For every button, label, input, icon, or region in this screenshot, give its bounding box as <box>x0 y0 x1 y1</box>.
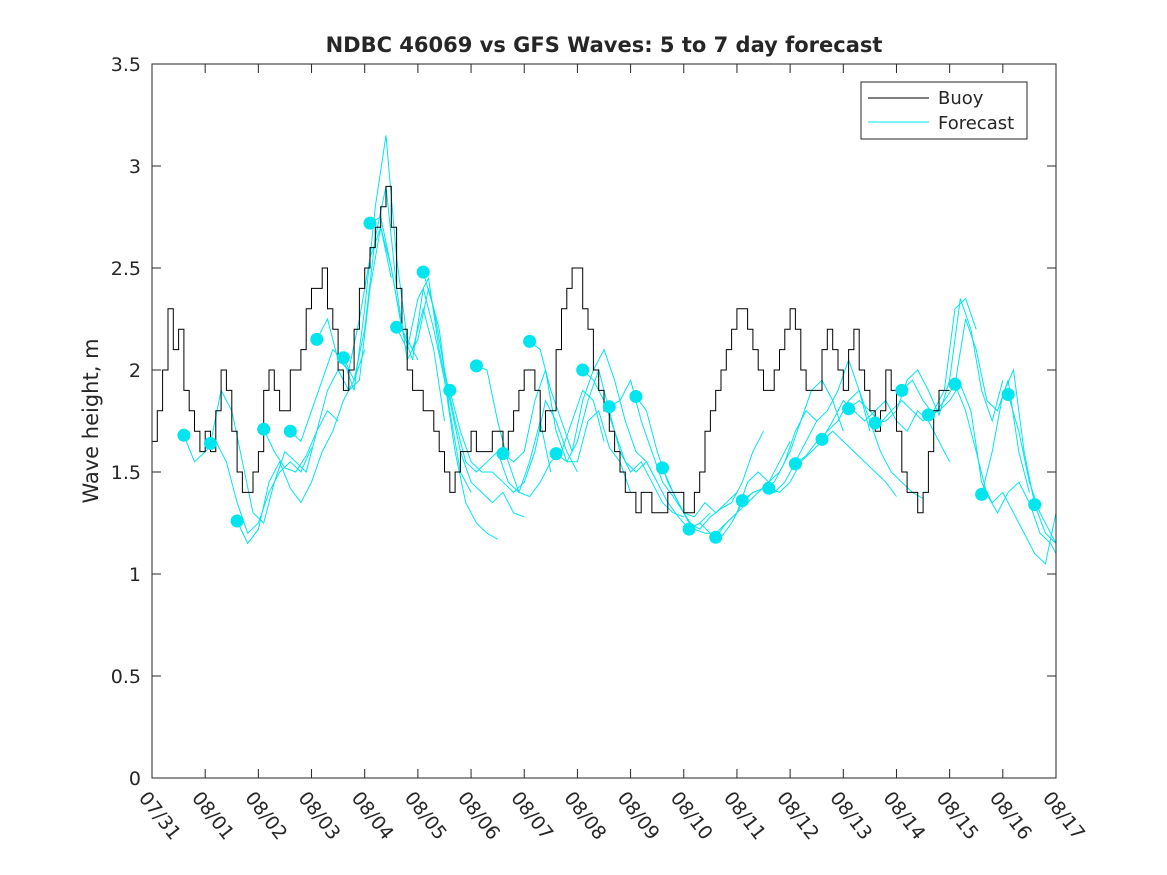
forecast-marker <box>1001 388 1015 401</box>
forecast-marker <box>443 383 457 397</box>
forecast-marker <box>283 424 297 438</box>
forecast-marker <box>576 363 590 377</box>
forecast-line-11 <box>449 390 578 494</box>
forecast-line-3 <box>236 349 366 545</box>
forecast-marker <box>1028 498 1042 512</box>
axes-box <box>151 63 1057 779</box>
y-axis-tick-labels: 0 0.5 1 1.5 2 2.5 3 3.5 <box>111 54 141 790</box>
legend-box <box>860 81 1028 140</box>
forecast-marker <box>336 351 350 365</box>
forecast-marker <box>230 514 244 528</box>
forecast-marker <box>390 320 404 334</box>
forecast-marker <box>496 447 510 461</box>
y-tick-label: 0 <box>129 768 141 790</box>
forecast-marker <box>363 216 377 230</box>
y-tick-label: 3 <box>129 156 141 178</box>
forecast-markers <box>177 216 1042 544</box>
data-layer <box>152 135 1057 565</box>
forecast-marker <box>948 377 962 391</box>
legend-forecast-label: Forecast <box>938 113 1014 134</box>
forecast-line-8 <box>369 216 498 540</box>
forecast-marker <box>656 461 669 475</box>
legend-buoy-label: Buoy <box>938 88 984 109</box>
forecast-marker <box>310 332 324 346</box>
y-tick-label: 2.5 <box>111 258 141 280</box>
y-tick-label: 1 <box>129 564 141 586</box>
forecast-line-18 <box>635 396 764 530</box>
forecast-marker <box>682 522 696 536</box>
forecast-marker <box>735 494 749 508</box>
forecast-line-30 <box>954 384 1057 554</box>
y-axis-label: Wave height, m <box>79 338 103 503</box>
forecast-line-32 <box>1007 394 1057 544</box>
y-tick-label: 2 <box>129 360 141 382</box>
buoy-series-line <box>152 185 950 514</box>
forecast-marker <box>788 457 802 471</box>
forecast-marker <box>602 400 616 414</box>
forecast-marker <box>629 390 643 403</box>
forecast-marker <box>549 447 563 461</box>
forecast-marker <box>921 408 935 422</box>
forecast-marker <box>257 422 271 436</box>
forecast-marker <box>975 487 989 501</box>
legend: Buoy Forecast <box>860 81 1028 140</box>
forecast-line-4 <box>263 227 392 473</box>
forecast-marker <box>204 436 217 450</box>
forecast-marker <box>762 481 776 495</box>
forecast-marker <box>709 530 723 544</box>
forecast-marker <box>842 402 856 416</box>
forecast-line-12 <box>476 365 605 498</box>
forecast-marker <box>815 432 829 446</box>
x-axis-ticks <box>151 64 1057 778</box>
y-tick-label: 0.5 <box>111 666 141 688</box>
forecast-line-23 <box>768 430 897 497</box>
chart-title: NDBC 46069 vs GFS Waves: 5 to 7 day fore… <box>326 33 883 57</box>
y-tick-label: 3.5 <box>111 54 141 76</box>
forecast-line-31 <box>981 368 1057 544</box>
forecast-marker <box>523 334 537 348</box>
forecast-marker <box>895 383 909 397</box>
forecast-marker <box>868 416 882 430</box>
forecast-marker <box>416 265 430 279</box>
y-axis-ticks <box>152 63 1056 779</box>
plot-area <box>152 64 1056 778</box>
forecast-line-28 <box>901 318 1030 493</box>
forecast-marker <box>469 359 483 373</box>
forecast-marker <box>177 428 191 442</box>
y-tick-label: 1.5 <box>111 462 141 484</box>
forecast-line-10 <box>422 271 552 494</box>
